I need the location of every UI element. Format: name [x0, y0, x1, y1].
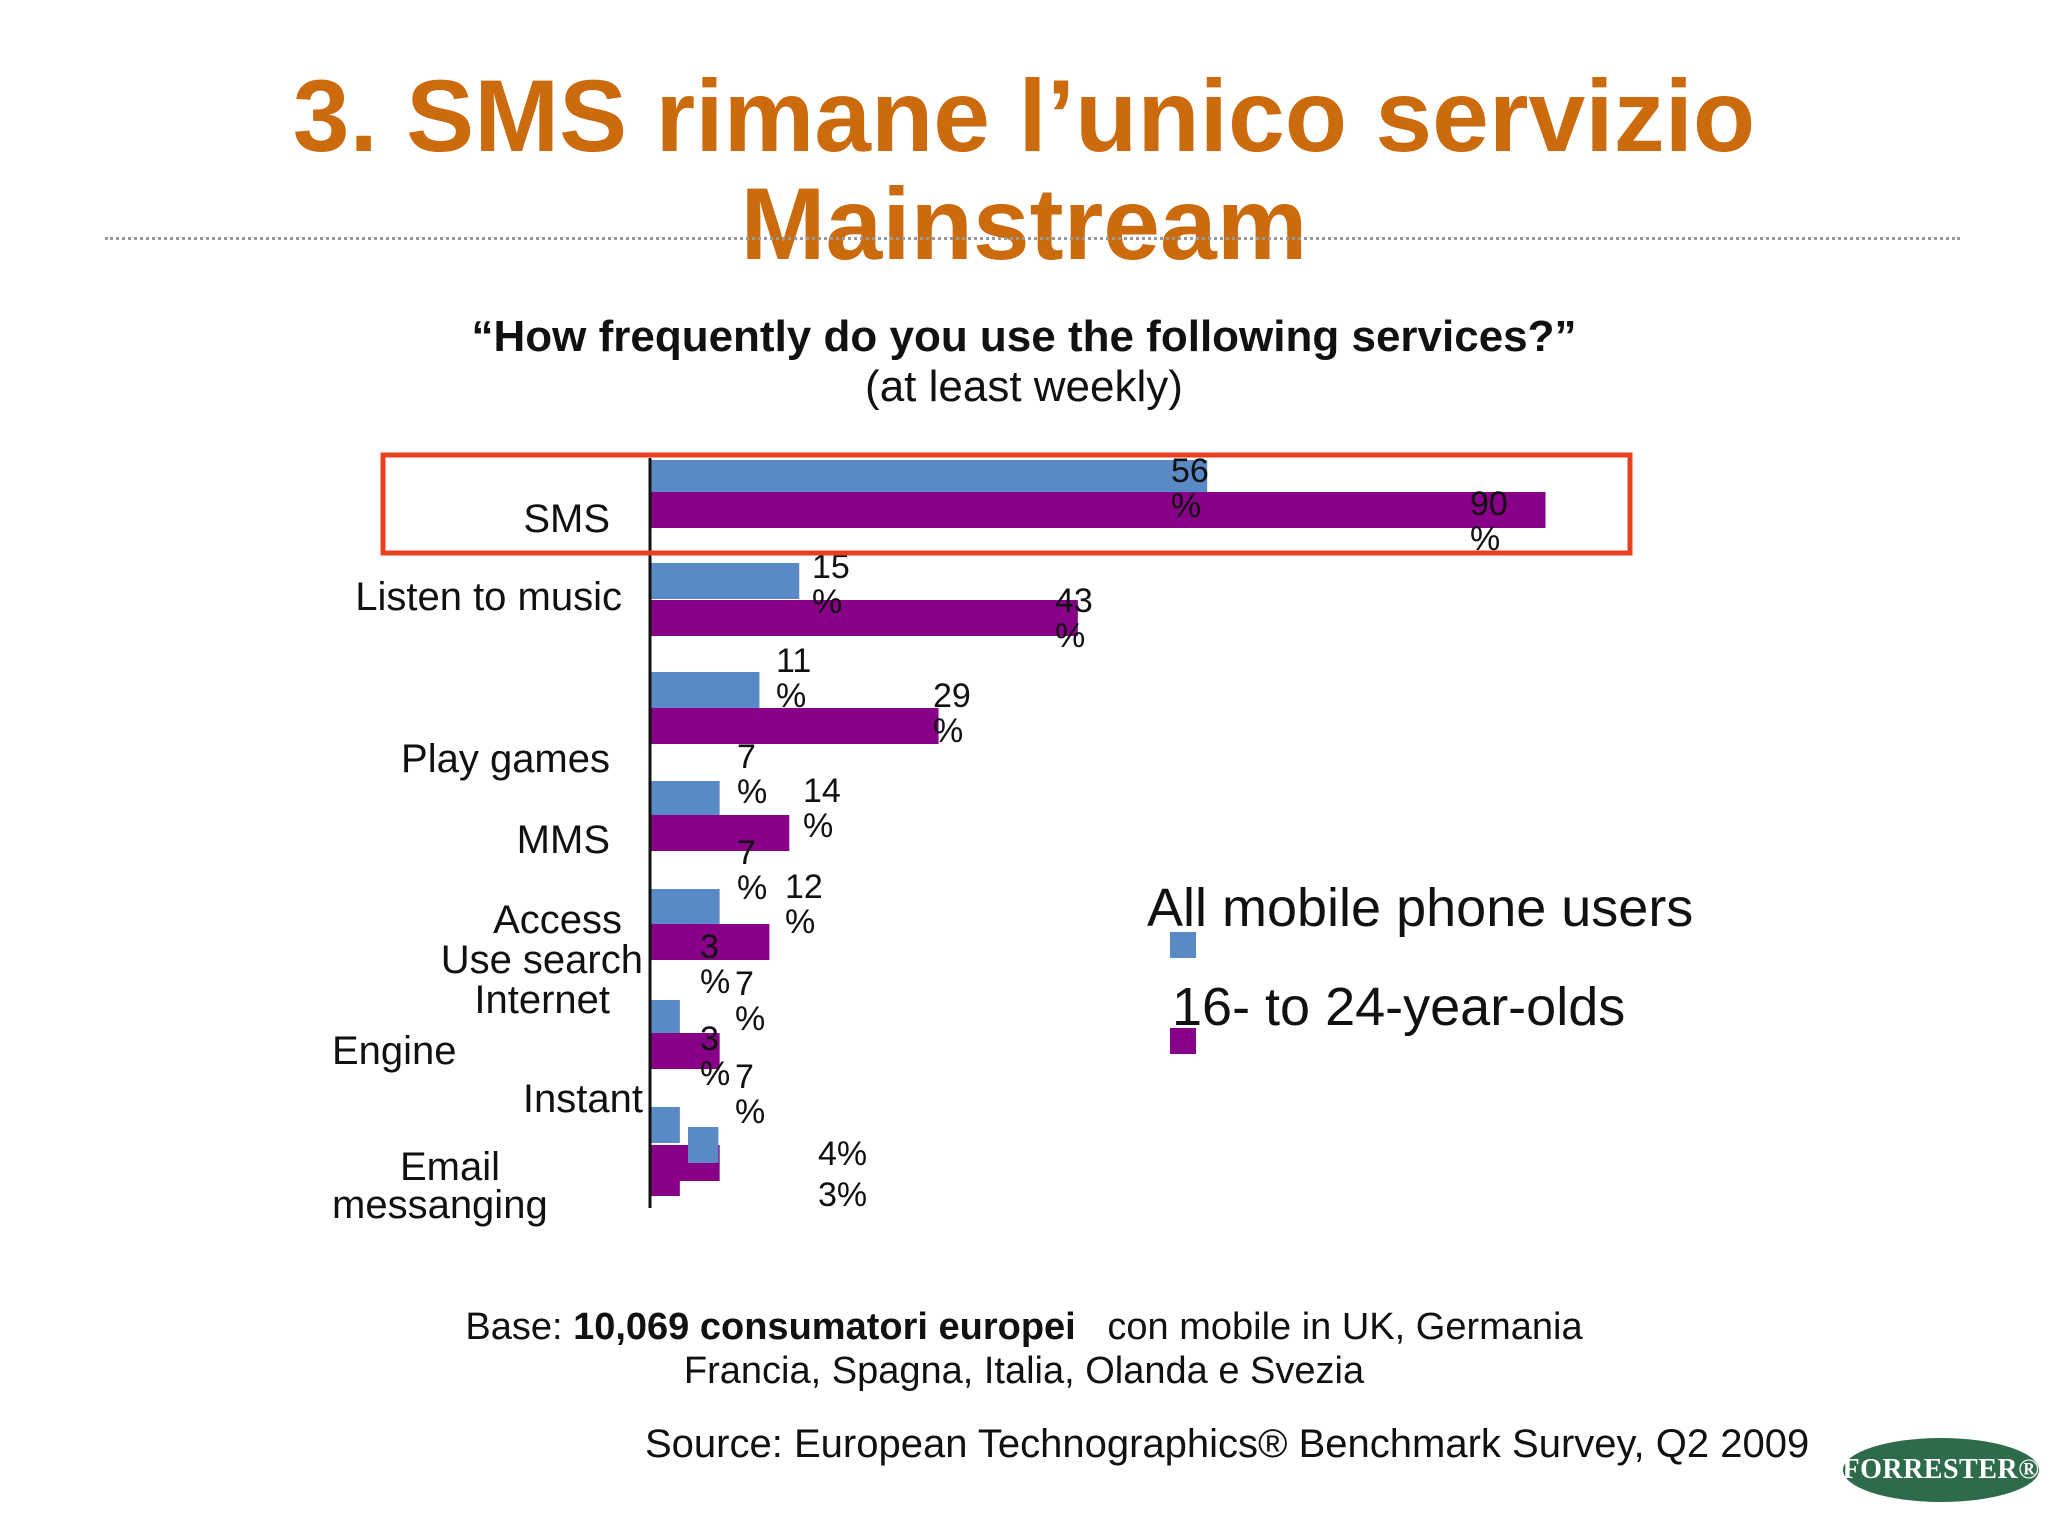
- bar-play-games-series-0: [650, 672, 760, 708]
- category-label-use-search: Use search: [441, 938, 643, 982]
- title-line-1: 3. SMS rimane l’unico servizio: [292, 59, 1756, 173]
- chart-question: “How frequently do you use the following…: [471, 312, 1577, 361]
- bars-layer: [650, 460, 1546, 1196]
- value-label-access-internet-series-1: 12%: [785, 868, 823, 941]
- base-rest: con mobile in UK, Germania: [1075, 1306, 1583, 1348]
- category-label-messanging: messanging: [332, 1183, 548, 1227]
- value-label-mms-series-0: 7%: [737, 738, 767, 811]
- chart-question-sub: (at least weekly): [865, 362, 1183, 411]
- bar-use-search-engine-series-0: [650, 1000, 680, 1036]
- bar-mms-series-0: [650, 781, 720, 817]
- bar-instant-messanging-series-0: [650, 1107, 680, 1143]
- value-label-sms-series-0: 56%: [1171, 452, 1209, 525]
- category-label-engine: Engine: [332, 1029, 457, 1073]
- legend-label-young: 16- to 24-year-olds: [1172, 977, 1625, 1037]
- value-label-use-search-engine-series-0: 3%: [700, 928, 730, 1001]
- category-label-email: Email: [400, 1145, 500, 1189]
- bar-sms-series-0: [650, 460, 1208, 496]
- bar-email-series-0: [688, 1127, 719, 1163]
- base-bold: 10,069 consumatori europei: [573, 1306, 1076, 1348]
- bar-listen-to-music-series-1: [650, 600, 1078, 636]
- sms-highlight-box: [380, 452, 1633, 556]
- forrester-logo: FORRESTER®: [1842, 1438, 2039, 1502]
- slide-title: 3. SMS rimane l’unico servizio Mainstrea…: [0, 62, 2048, 278]
- title-divider: [105, 237, 1960, 240]
- legend: All mobile phone users 16- to 24-year-ol…: [1147, 878, 1693, 1054]
- title-line-2: Mainstream: [740, 167, 1308, 281]
- value-label-listen-to-music-series-1: 43%: [1055, 582, 1093, 655]
- legend-swatch-all-users: [1170, 932, 1196, 958]
- bar-play-games-series-1: [650, 708, 939, 744]
- category-label-instant: Instant: [523, 1077, 643, 1121]
- value-label-instant-messanging-series-1: 7%: [735, 1058, 765, 1131]
- value-label-email-series-0: 4%: [818, 1135, 867, 1173]
- value-label-email-series-1: 3%: [818, 1176, 867, 1214]
- base-prefix: Base:: [465, 1306, 574, 1348]
- category-label-sms: SMS: [523, 497, 610, 541]
- value-label-mms-series-1: 14%: [803, 772, 841, 845]
- value-label-use-search-engine-series-1: 7%: [735, 965, 765, 1038]
- category-label-play-games: Play games: [401, 737, 610, 781]
- bar-access-internet-series-0: [650, 889, 720, 925]
- value-label-sms-series-1: 90%: [1470, 485, 1508, 558]
- base-note: Base: 10,069 consumatori europei con mob…: [0, 1305, 2048, 1393]
- labels-layer: 56% 90 %15% 43 %11% 29 %7% 14 %7% 12 %3% 7 %3% 7 %4%3%…: [332, 452, 1508, 1227]
- bar-listen-to-music-series-0: [650, 563, 800, 599]
- value-label-play-games-series-1: 29%: [933, 677, 971, 750]
- category-label-listen-to-music: Listen to music: [355, 575, 622, 619]
- bar-email-series-1: [650, 1160, 680, 1196]
- value-label-access-internet-series-0: 7%: [737, 834, 767, 907]
- value-label-instant-messanging-series-0: 3%: [700, 1020, 730, 1093]
- legend-label-all-users: All mobile phone users: [1147, 878, 1693, 938]
- bar-chart: 56% 90 %15% 43 %11% 29 %7% 14 %7% 12 %3% 7 %3% 7 %4%3%…: [332, 452, 1693, 1227]
- bar-mms-series-1: [650, 815, 790, 851]
- legend-swatch-young: [1170, 1028, 1196, 1054]
- bar-access-internet-series-1: [650, 924, 770, 960]
- base-line-1: Base: 10,069 consumatori europei con mob…: [0, 1305, 2048, 1349]
- category-label-internet: Internet: [474, 978, 610, 1022]
- category-label-mms: MMS: [517, 818, 610, 862]
- bar-sms-series-1: [650, 492, 1546, 528]
- category-label-access: Access: [493, 898, 622, 942]
- source-note: Source: European Technographics® Benchma…: [645, 1422, 1810, 1466]
- bar-use-search-engine-series-1: [650, 1033, 720, 1069]
- base-line-2: Francia, Spagna, Italia, Olanda e Svezia: [683, 1350, 1365, 1392]
- value-label-play-games-series-0: 11%: [776, 642, 811, 715]
